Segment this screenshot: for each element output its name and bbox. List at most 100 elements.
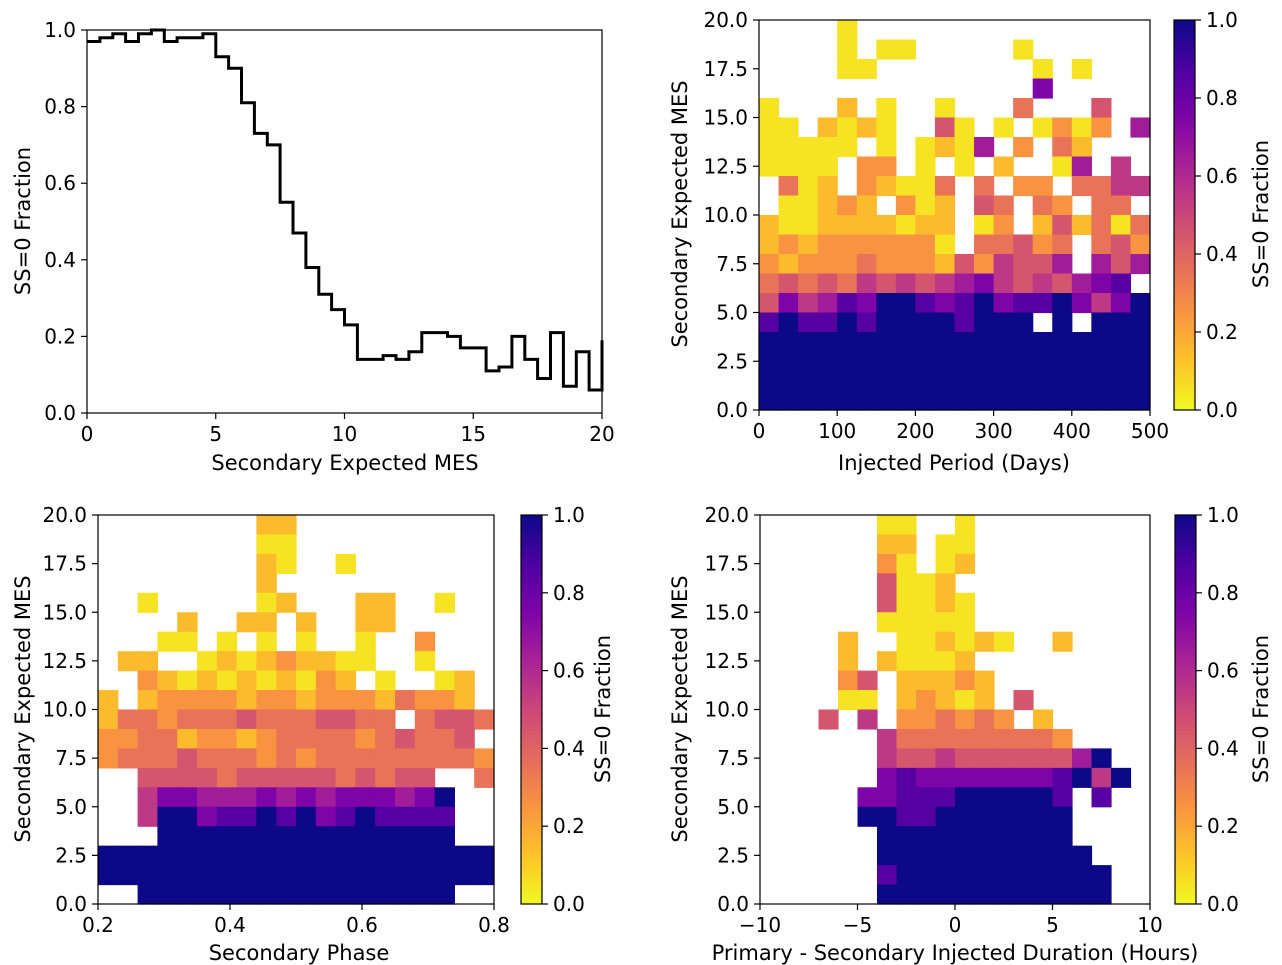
heatmap-cell xyxy=(876,156,897,177)
heatmap-cell xyxy=(895,390,916,411)
heatmap-cell xyxy=(98,865,119,886)
heatmap-cell xyxy=(876,293,897,314)
heatmap-cell xyxy=(759,254,780,275)
heatmap-cell xyxy=(474,845,495,866)
heatmap-cell xyxy=(1130,390,1151,411)
heatmap-cell xyxy=(434,709,455,730)
heatmap-cell xyxy=(137,845,158,866)
heatmap-cell xyxy=(934,254,956,275)
heatmap-cell xyxy=(216,748,238,769)
heatmap-cell xyxy=(276,865,297,886)
heatmap-cell xyxy=(315,787,337,808)
heatmap-cell xyxy=(916,826,937,847)
heatmap-cell xyxy=(876,312,897,333)
heatmap-cell xyxy=(315,806,337,827)
heatmap-cell xyxy=(414,826,436,847)
heatmap-cell xyxy=(759,332,780,353)
heatmap-cell xyxy=(1130,176,1151,197)
heatmap-cell xyxy=(915,234,936,255)
heatmap-cell xyxy=(236,728,257,749)
x-tick-label: 10 xyxy=(1137,913,1162,937)
heatmap-cell xyxy=(838,690,859,711)
heatmap-cell xyxy=(935,534,956,555)
heatmap-cell xyxy=(216,884,238,905)
heatmap-cell xyxy=(256,884,277,905)
colorbar-gradient xyxy=(1174,514,1197,905)
heatmap-cell xyxy=(335,865,356,886)
heatmap-cell xyxy=(817,117,838,138)
y-tick-labels: 0.0 2.5 5.0 7.5 10.0 12.5 15.0 17.5 20.0 xyxy=(703,8,748,422)
heatmap-cell xyxy=(954,332,975,353)
x-tick-label: 0.2 xyxy=(82,913,114,937)
x-tick-label: 500 xyxy=(1131,419,1169,443)
colorbar-tick-label: 0.0 xyxy=(1207,892,1239,916)
y-tick-label: 5.0 xyxy=(55,795,87,819)
heatmap-cell xyxy=(177,787,198,808)
heatmap-cell xyxy=(994,826,1015,847)
heatmap-cell xyxy=(216,631,238,652)
heatmap-cell xyxy=(276,515,297,536)
heatmap-cell xyxy=(1130,332,1151,353)
x-tick-label: 400 xyxy=(1053,419,1091,443)
heatmap-cell xyxy=(935,573,956,594)
heatmap-cell xyxy=(375,728,396,749)
heatmap-cell xyxy=(857,690,878,711)
heatmap-cell xyxy=(1130,371,1151,392)
heatmap-cell xyxy=(954,351,975,372)
y-tick-label: 1.0 xyxy=(44,18,76,42)
heatmap-cell xyxy=(474,865,495,886)
heatmap-cell xyxy=(934,351,956,372)
heatmap-cell xyxy=(916,709,937,730)
y-tick-labels: 0.0 2.5 5.0 7.5 10.0 12.5 15.0 17.5 20.0 xyxy=(704,503,749,916)
heatmap-cell xyxy=(355,884,376,905)
heatmap-cell xyxy=(236,865,257,886)
heatmap-cell xyxy=(895,312,916,333)
heatmap-cell xyxy=(1091,865,1112,886)
heatmap-cell xyxy=(974,371,995,392)
heatmap-cell xyxy=(954,156,975,177)
heatmap-cell xyxy=(798,176,819,197)
heatmap-cell xyxy=(296,690,317,711)
heatmap-cell xyxy=(98,845,119,866)
heatmap-cell xyxy=(798,371,819,392)
heatmap-cell xyxy=(335,806,356,827)
heatmap-cell xyxy=(1130,351,1151,372)
heatmap-cell xyxy=(177,884,198,905)
heatmap-cell xyxy=(137,787,158,808)
y-tick-label: 0.8 xyxy=(44,95,76,119)
heatmap-cell xyxy=(974,273,995,294)
heatmap-cell xyxy=(915,195,936,216)
heatmap-cell xyxy=(837,351,858,372)
heatmap-cell xyxy=(955,690,976,711)
heatmap-cell xyxy=(837,371,858,392)
heatmap-cell xyxy=(1110,215,1132,236)
heatmap-cell xyxy=(395,728,416,749)
heatmap-cell xyxy=(1052,767,1073,788)
y-tick-label: 0.6 xyxy=(44,171,76,195)
heatmap-cell xyxy=(434,748,455,769)
heatmap-cell xyxy=(837,117,858,138)
heatmap-cell xyxy=(1091,332,1112,353)
heatmap-cell xyxy=(935,709,956,730)
heatmap-cell xyxy=(817,293,838,314)
heatmap-cell xyxy=(1013,390,1034,411)
heatmap-cell xyxy=(974,390,995,411)
x-tick-label: 0 xyxy=(753,419,766,443)
heatmap-cell xyxy=(157,826,178,847)
x-axis-label: Secondary Expected MES xyxy=(211,451,478,475)
heatmap-cell xyxy=(216,651,238,672)
heatmap-cell xyxy=(1091,312,1112,333)
heatmap-cell xyxy=(935,845,956,866)
heatmap-cell xyxy=(355,787,376,808)
heatmap-cell xyxy=(798,293,819,314)
heatmap-cell xyxy=(1032,371,1053,392)
heatmap-cell xyxy=(974,195,995,216)
heatmap-cell xyxy=(993,156,1014,177)
heatmap-cell xyxy=(375,690,396,711)
heatmap-cell xyxy=(474,709,495,730)
heatmap-cell xyxy=(935,631,956,652)
heatmap-cell xyxy=(236,670,257,691)
heatmap-cell xyxy=(895,195,916,216)
heatmap-cell xyxy=(798,137,819,158)
heatmap-cell xyxy=(934,176,956,197)
